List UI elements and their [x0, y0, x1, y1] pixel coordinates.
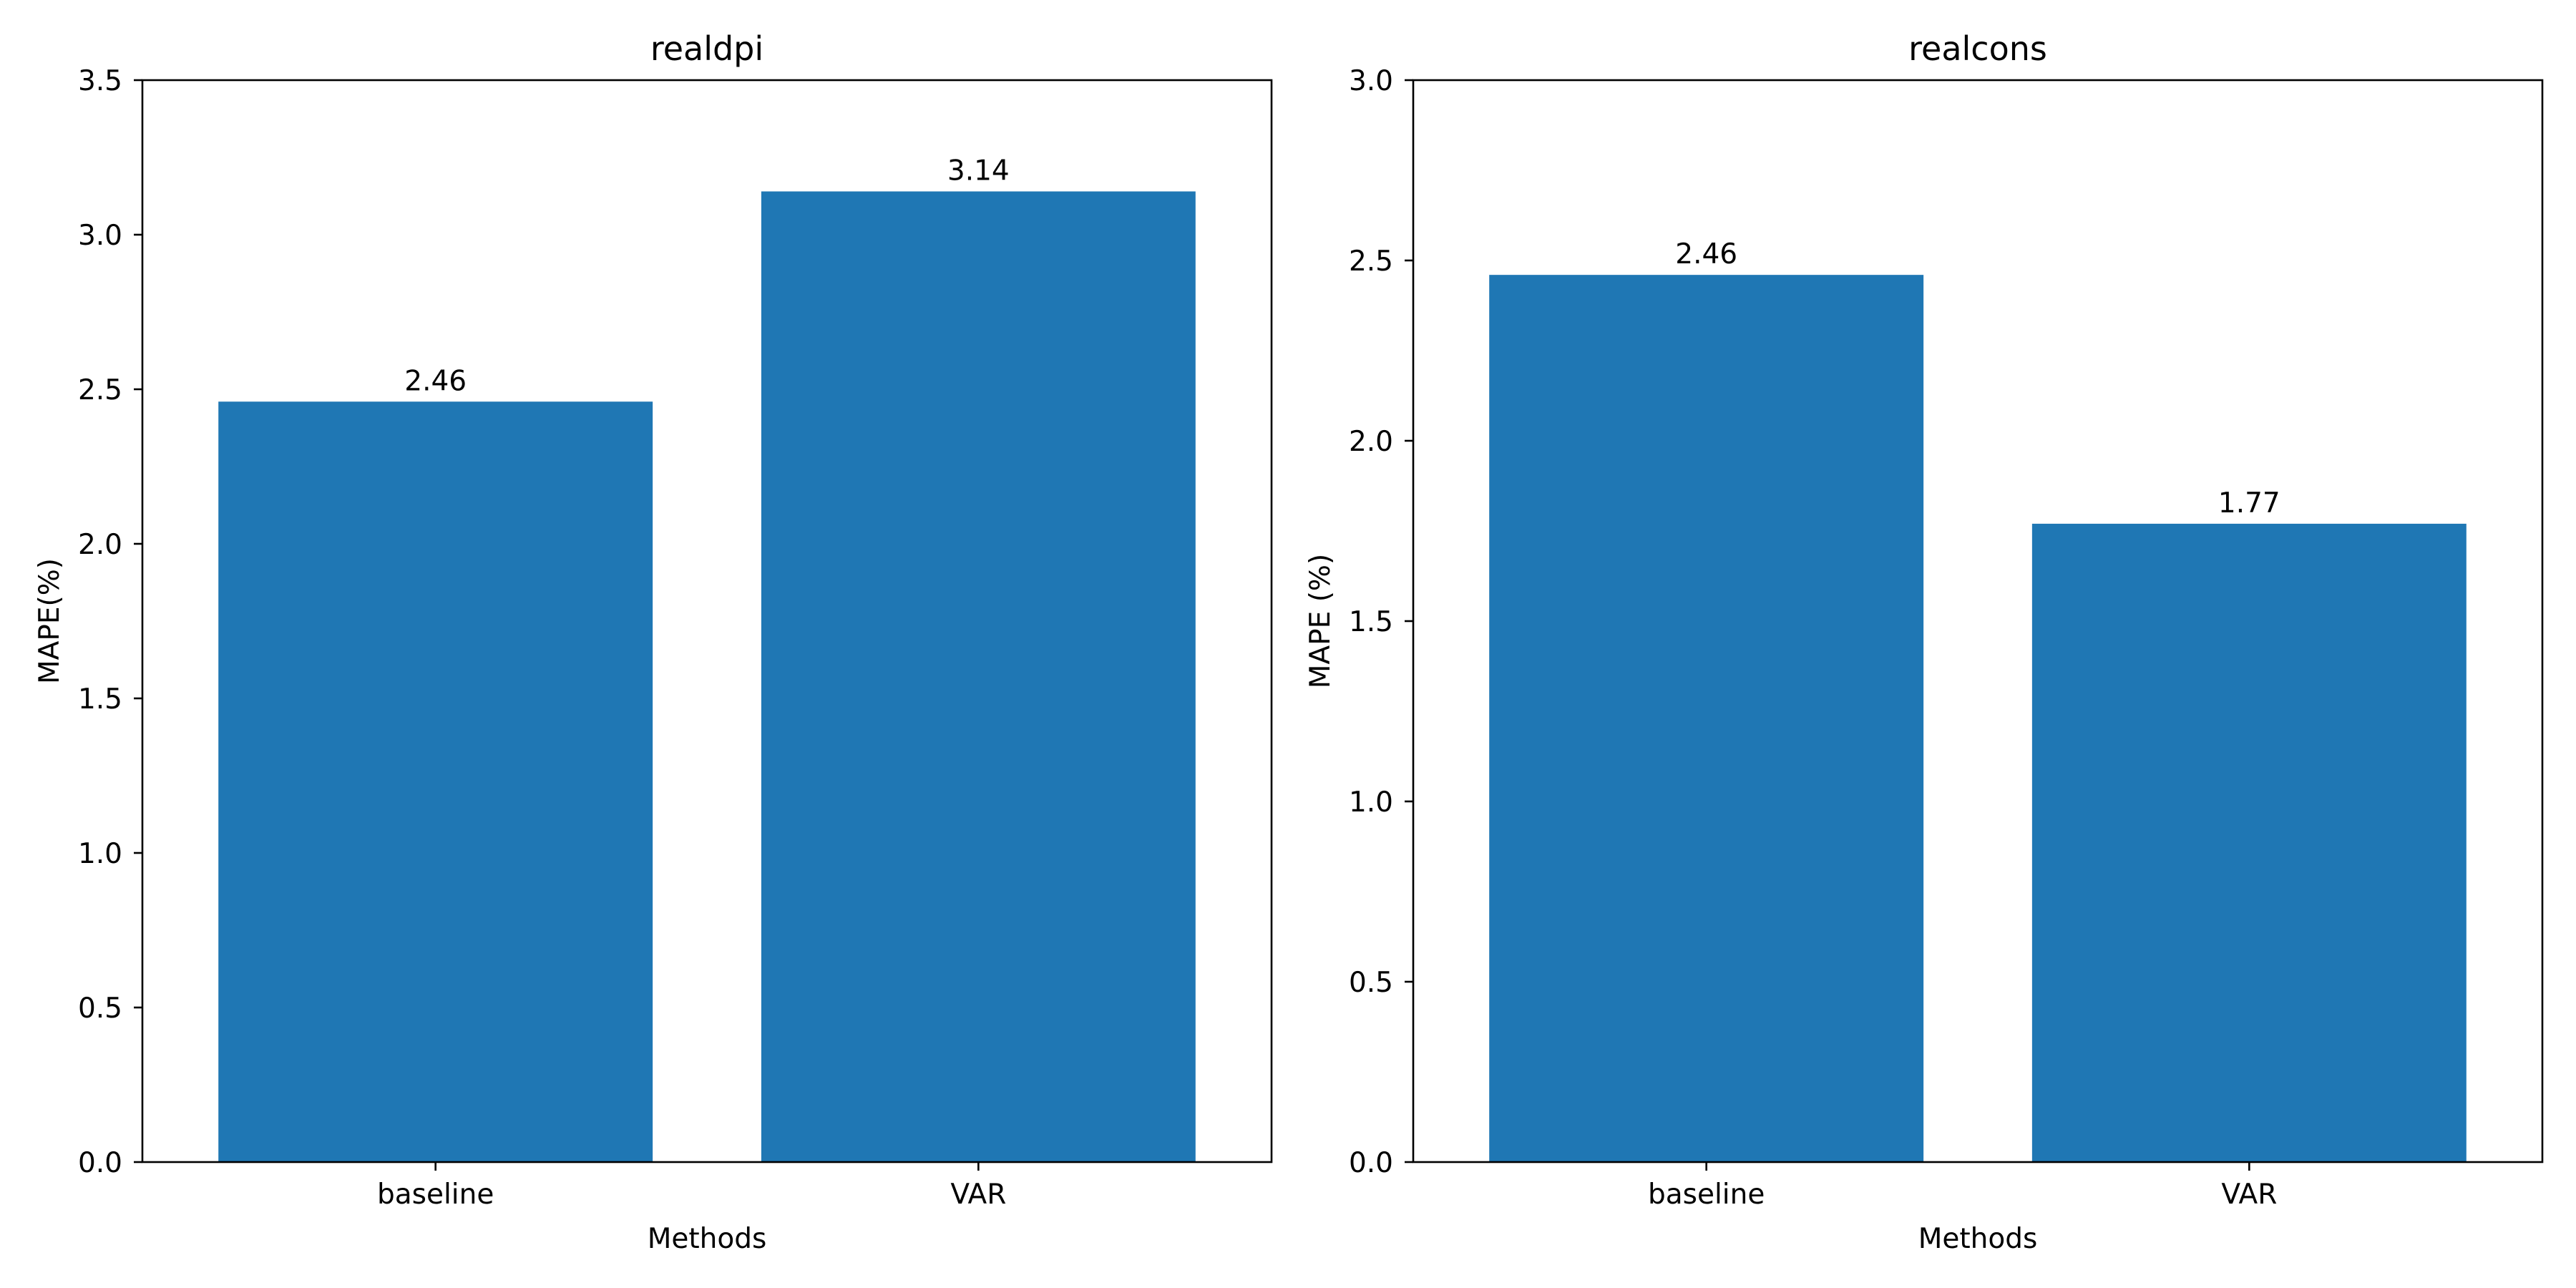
- y-tick-label: 2.0: [1349, 426, 1393, 458]
- y-tick-label: 0.0: [1349, 1147, 1393, 1179]
- y-axis-label: MAPE (%): [1304, 554, 1337, 688]
- bar-baseline: [218, 401, 653, 1162]
- y-tick-label: 0.5: [78, 992, 122, 1025]
- chart-realdpi: realdpi 2.46 3.14 baseline VAR 0.0 0.5 1.0 1.5…: [34, 29, 1273, 1255]
- chart-title: realdpi: [650, 29, 763, 68]
- y-tick-label: 2.5: [1349, 245, 1393, 278]
- y-tick-label: 3.5: [78, 65, 122, 97]
- y-axis-label: MAPE(%): [34, 558, 66, 684]
- y-tick-label: 2.5: [78, 374, 122, 406]
- bar-baseline: [1489, 275, 1924, 1162]
- plot-frame: [1412, 79, 2544, 1163]
- x-tick-label: VAR: [950, 1179, 1006, 1211]
- data-label: 2.46: [404, 365, 467, 397]
- data-label: 2.46: [1675, 238, 1737, 270]
- y-tick-label: 0.5: [1349, 967, 1393, 999]
- y-tick-label: 0.0: [78, 1147, 122, 1179]
- y-tick-label: 1.5: [78, 683, 122, 716]
- x-tick-label: baseline: [377, 1179, 494, 1211]
- y-tick-label: 3.0: [1349, 65, 1393, 97]
- y-tick-label: 3.0: [78, 220, 122, 252]
- x-tick-label: VAR: [2221, 1179, 2277, 1211]
- data-label: 3.14: [947, 155, 1010, 187]
- plot-frame: [141, 79, 1273, 1163]
- y-tick-label: 1.5: [1349, 606, 1393, 638]
- x-axis-label: Methods: [648, 1223, 767, 1255]
- y-tick-label: 2.0: [78, 529, 122, 561]
- y-tick-label: 1.0: [78, 838, 122, 870]
- bar-var: [2031, 523, 2467, 1162]
- x-axis-label: Methods: [1918, 1223, 2038, 1255]
- chart-realcons: realcons 2.46 1.77 baseline VAR 0.0 0.5 1.0 1.…: [1304, 29, 2544, 1255]
- x-tick-label: baseline: [1648, 1179, 1765, 1211]
- chart-title: realcons: [1908, 29, 2047, 68]
- y-tick-label: 1.0: [1349, 786, 1393, 819]
- data-label: 1.77: [2218, 487, 2280, 519]
- bar-var: [761, 191, 1196, 1162]
